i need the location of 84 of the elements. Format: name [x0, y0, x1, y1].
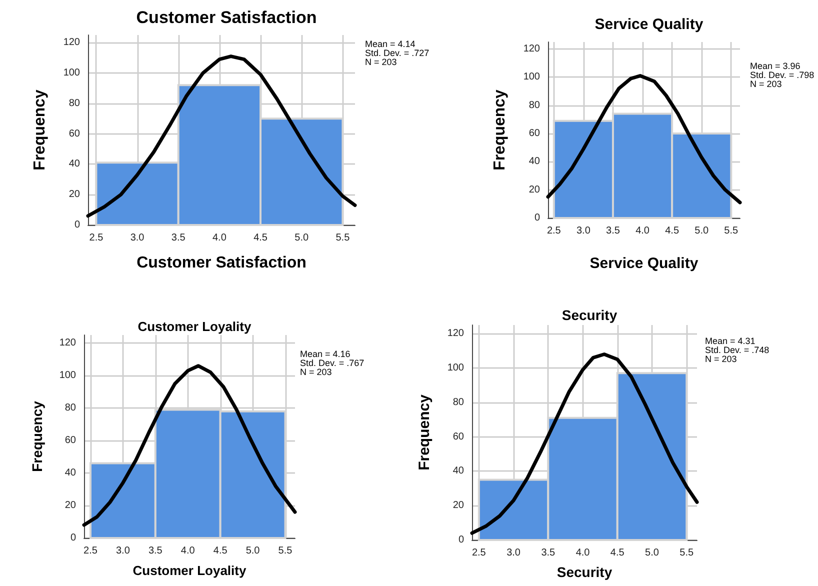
x-tick-label: 5.0 [246, 546, 260, 556]
text: Mean = 4.14 [365, 39, 416, 49]
x-tick-label: 4.5 [254, 232, 268, 244]
line-series [82, 364, 297, 527]
line-series [86, 54, 357, 218]
y-tick-label: 120 [523, 44, 540, 55]
y-tick-label: 60 [68, 128, 80, 140]
y-axis-title: Frequency [492, 89, 508, 170]
text: Mean = 3.96 [750, 61, 802, 71]
x-tick-label: 5.0 [694, 226, 709, 236]
chart-title: Service Quality [594, 16, 704, 33]
line-series [546, 74, 742, 204]
x-tick-label: 5.5 [680, 548, 694, 558]
y-tick-label: 120 [63, 37, 80, 48]
y-tick-label: 100 [523, 72, 540, 83]
y-tick-label: 100 [447, 362, 464, 374]
y-tick-label: 80 [64, 402, 76, 414]
x-tick-label: 3.0 [116, 546, 130, 556]
y-tick-label: 40 [528, 156, 540, 168]
y-tick-label: 100 [59, 370, 76, 382]
x-tick-label: 3.0 [130, 232, 145, 244]
x-tick-label: 4.0 [180, 546, 196, 556]
y-tick-label: 20 [528, 184, 540, 196]
y-tick-label: 20 [452, 500, 464, 512]
x-tick-label: 4.0 [636, 226, 650, 236]
x-tick-label: 3.0 [506, 548, 521, 558]
x-axis-title: Security [556, 564, 612, 580]
chart-title: Customer Loyality [138, 319, 252, 334]
x-tick-label: 5.5 [336, 232, 350, 244]
y-tick-label: 80 [452, 396, 464, 408]
x-tick-label: 3.0 [576, 226, 591, 236]
x-tick-label: 3.5 [606, 226, 620, 236]
y-tick-label: 20 [68, 189, 80, 200]
text: N = 203 [365, 57, 398, 67]
x-tick-label: 4.5 [610, 548, 625, 558]
y-tick-label: 0 [74, 220, 80, 230]
chart-title: Customer Satisfaction [136, 8, 317, 27]
x-axis-title: Customer Loyality [132, 563, 247, 578]
text: Std. Dev. = .767 [300, 358, 364, 368]
y-tick-label: 40 [68, 158, 80, 170]
text: Std. Dev. = .798 [750, 70, 814, 80]
y-tick-label: 120 [59, 338, 76, 349]
y-axis-title: Frequency [29, 400, 45, 472]
x-tick-label: 3.5 [541, 548, 556, 558]
x-tick-label: 4.0 [576, 548, 590, 558]
x-tick-label: 3.5 [171, 232, 186, 244]
y-tick-label: 100 [63, 68, 80, 78]
x-tick-label: 4.5 [213, 546, 228, 556]
x-tick-label: 4.5 [665, 226, 680, 236]
y-tick-label: 40 [452, 466, 464, 477]
y-tick-label: 0 [70, 532, 76, 544]
x-axis-title: Service Quality [590, 255, 699, 272]
y-tick-label: 80 [528, 100, 540, 111]
x-tick-label: 3.5 [148, 546, 163, 556]
y-axis-title: Frequency [416, 394, 433, 470]
y-tick-label: 120 [447, 328, 464, 340]
x-tick-label: 5.5 [724, 226, 739, 236]
y-tick-label: 0 [458, 534, 464, 546]
x-tick-label: 2.5 [89, 232, 104, 244]
y-tick-label: 20 [64, 500, 76, 512]
y-tick-label: 60 [64, 435, 76, 446]
x-tick-label: 2.5 [472, 548, 486, 558]
x-tick-label: 4.0 [212, 232, 227, 244]
x-axis-title: Customer Satisfaction [136, 254, 306, 272]
y-tick-label: 60 [452, 431, 464, 442]
text: Mean = 4.16 [300, 349, 352, 359]
x-tick-label: 5.5 [278, 546, 293, 556]
y-tick-label: 0 [534, 212, 540, 224]
chart-title: Security [562, 307, 618, 323]
y-tick-label: 60 [528, 128, 540, 140]
text: N = 203 [750, 79, 783, 89]
y-tick-label: 40 [64, 468, 76, 479]
x-tick-label: 5.0 [645, 548, 660, 558]
y-tick-label: 80 [68, 98, 80, 109]
line-series [470, 352, 699, 535]
x-tick-label: 5.0 [294, 232, 309, 244]
x-tick-label: 2.5 [546, 226, 562, 236]
text: Std. Dev. = .727 [365, 48, 430, 58]
text: N = 203 [705, 354, 738, 364]
text: Std. Dev. = .748 [705, 345, 770, 355]
text: Mean = 4.31 [705, 336, 756, 346]
y-axis-title: Frequency [32, 89, 48, 170]
text: N = 203 [300, 367, 333, 377]
x-tick-label: 2.5 [84, 546, 98, 556]
